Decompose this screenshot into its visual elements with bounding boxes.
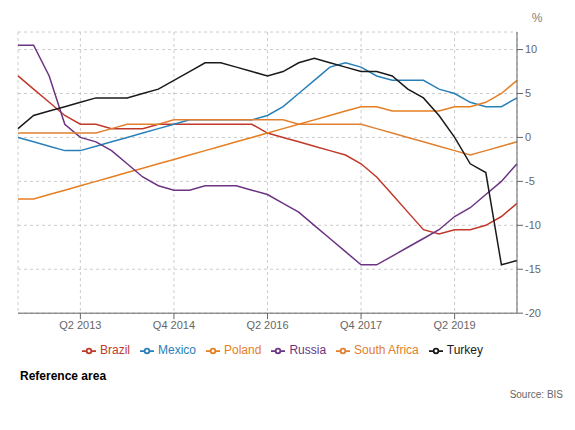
html-text:Source: BIS: Source: BIS — [509, 389, 563, 400]
svg-text:Q4 2017: Q4 2017 — [340, 319, 382, 331]
svg-text:Q2 2013: Q2 2013 — [59, 319, 101, 331]
svg-text:-15: -15 — [525, 263, 541, 275]
html-text:Russia: Russia — [289, 343, 327, 358]
svg-text:Q2 2019: Q2 2019 — [434, 319, 476, 331]
html-text:Poland: Poland — [224, 343, 262, 358]
svg-text:Q4 2014: Q4 2014 — [153, 319, 195, 331]
html-text:Reference area: Reference area — [20, 369, 107, 383]
html-text:Turkey: Turkey — [446, 343, 483, 358]
svg-text:-5: -5 — [525, 175, 535, 187]
html-text:South Africa: South Africa — [354, 343, 419, 358]
html-text:Brazil: Brazil — [100, 343, 130, 358]
svg-text:Q2 2016: Q2 2016 — [246, 319, 288, 331]
svg-text:10: 10 — [525, 43, 537, 55]
svg-text:5: 5 — [525, 87, 531, 99]
svg-text:-20: -20 — [525, 307, 541, 319]
html-text:Mexico: Mexico — [158, 343, 196, 358]
svg-text:0: 0 — [525, 131, 531, 143]
svg-text:%: % — [532, 11, 543, 25]
svg-text:-10: -10 — [525, 219, 541, 231]
